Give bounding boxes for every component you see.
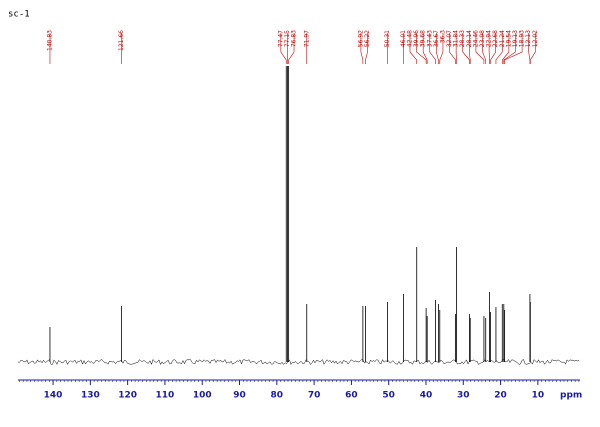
x-tick-label: 130: [81, 391, 100, 401]
x-tick-label: 60: [345, 391, 358, 401]
baseline-noise: [18, 360, 579, 365]
x-axis-label: ppm: [560, 391, 582, 401]
x-tick-label: 90: [233, 391, 246, 401]
x-tick-label: 110: [156, 391, 175, 401]
x-tick-label: 80: [271, 391, 284, 401]
x-tick-label: 10: [532, 391, 545, 401]
x-tick-label: 70: [308, 391, 321, 401]
x-tick-label: 20: [494, 391, 507, 401]
x-tick-label: 140: [44, 391, 63, 401]
x-tick-label: 40: [420, 391, 433, 401]
x-tick-label: 50: [382, 391, 395, 401]
x-tick-label: 100: [193, 391, 212, 401]
chart-title: sc-1: [8, 10, 30, 20]
x-tick-label: 30: [457, 391, 470, 401]
x-tick-label: 120: [118, 391, 137, 401]
